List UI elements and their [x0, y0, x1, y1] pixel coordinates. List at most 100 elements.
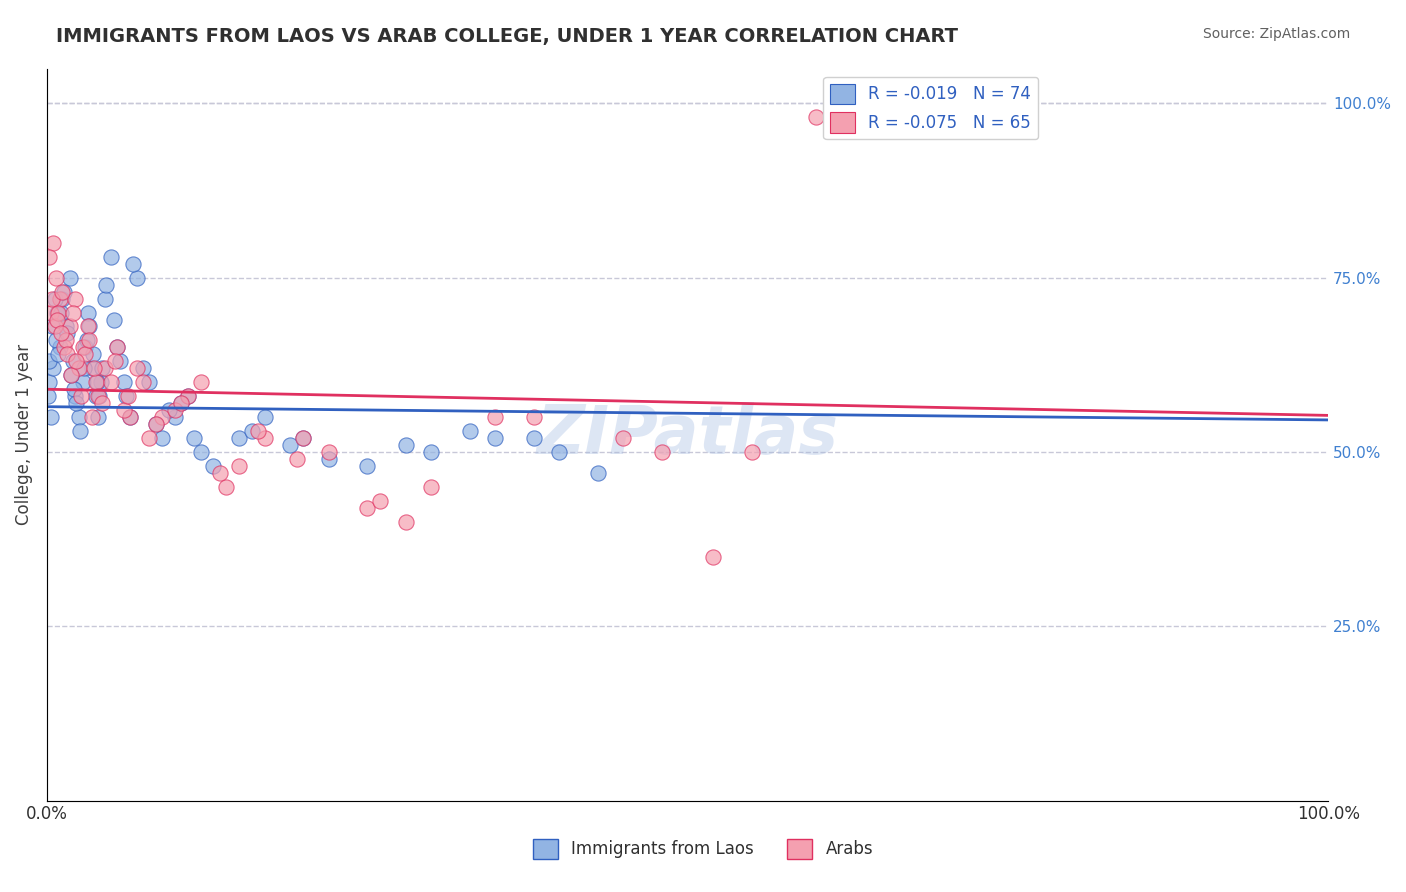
- Point: [278, 438, 301, 452]
- Point: [150, 431, 173, 445]
- Text: Source: ZipAtlas.com: Source: ZipAtlas.com: [1202, 27, 1350, 41]
- Point: [356, 500, 378, 515]
- Point: [548, 445, 571, 459]
- Point: [51, 285, 73, 299]
- Point: [120, 410, 142, 425]
- Point: [177, 389, 200, 403]
- Legend: Immigrants from Laos, Arabs: Immigrants from Laos, Arabs: [526, 832, 880, 866]
- Point: [170, 396, 193, 410]
- Point: [177, 389, 200, 403]
- Point: [72, 340, 94, 354]
- Point: [612, 431, 634, 445]
- Point: [163, 410, 186, 425]
- Point: [190, 445, 212, 459]
- Text: ZIPatlas: ZIPatlas: [537, 401, 838, 467]
- Point: [163, 403, 186, 417]
- Point: [38, 250, 60, 264]
- Point: [702, 549, 724, 564]
- Point: [117, 389, 139, 403]
- Point: [80, 361, 103, 376]
- Point: [523, 410, 546, 425]
- Point: [368, 493, 391, 508]
- Point: [77, 319, 100, 334]
- Point: [48, 340, 70, 354]
- Point: [77, 319, 100, 334]
- Point: [76, 334, 98, 348]
- Point: [318, 452, 340, 467]
- Point: [75, 340, 97, 354]
- Y-axis label: College, Under 1 year: College, Under 1 year: [15, 344, 32, 525]
- Point: [395, 438, 418, 452]
- Point: [318, 445, 340, 459]
- Point: [458, 424, 481, 438]
- Point: [94, 277, 117, 292]
- Point: [103, 312, 125, 326]
- Point: [183, 431, 205, 445]
- Point: [91, 361, 114, 376]
- Point: [138, 376, 160, 390]
- Point: [89, 389, 111, 403]
- Point: [80, 410, 103, 425]
- Point: [39, 410, 62, 425]
- Point: [77, 305, 100, 319]
- Point: [46, 305, 69, 319]
- Point: [41, 319, 63, 334]
- Point: [48, 347, 70, 361]
- Point: [132, 361, 155, 376]
- Point: [69, 424, 91, 438]
- Point: [484, 410, 506, 425]
- Point: [41, 292, 63, 306]
- Point: [84, 389, 107, 403]
- Point: [46, 312, 69, 326]
- Point: [65, 396, 87, 410]
- Point: [83, 361, 105, 376]
- Point: [112, 376, 135, 390]
- Point: [62, 354, 84, 368]
- Point: [157, 403, 180, 417]
- Point: [73, 361, 96, 376]
- Point: [285, 452, 308, 467]
- Point: [292, 431, 315, 445]
- Point: [67, 410, 90, 425]
- Point: [49, 326, 72, 341]
- Point: [100, 250, 122, 264]
- Point: [395, 515, 418, 529]
- Point: [42, 235, 65, 250]
- Point: [39, 305, 62, 319]
- Point: [44, 319, 66, 334]
- Point: [75, 347, 97, 361]
- Point: [82, 347, 104, 361]
- Point: [45, 270, 67, 285]
- Point: [523, 431, 546, 445]
- Point: [253, 410, 276, 425]
- Point: [59, 319, 82, 334]
- Point: [105, 340, 128, 354]
- Point: [484, 431, 506, 445]
- Point: [56, 326, 79, 341]
- Point: [91, 396, 114, 410]
- Point: [292, 431, 315, 445]
- Point: [104, 354, 127, 368]
- Point: [44, 292, 66, 306]
- Point: [247, 424, 270, 438]
- Point: [84, 376, 107, 390]
- Point: [125, 361, 148, 376]
- Point: [190, 376, 212, 390]
- Point: [115, 389, 138, 403]
- Point: [63, 292, 86, 306]
- Point: [63, 389, 86, 403]
- Point: [48, 292, 70, 306]
- Point: [112, 403, 135, 417]
- Point: [228, 458, 250, 473]
- Point: [60, 368, 83, 383]
- Point: [42, 361, 65, 376]
- Point: [93, 361, 115, 376]
- Point: [67, 361, 90, 376]
- Point: [228, 431, 250, 445]
- Point: [93, 292, 115, 306]
- Point: [586, 466, 609, 480]
- Point: [37, 389, 59, 403]
- Point: [65, 354, 87, 368]
- Point: [45, 334, 67, 348]
- Point: [48, 305, 70, 319]
